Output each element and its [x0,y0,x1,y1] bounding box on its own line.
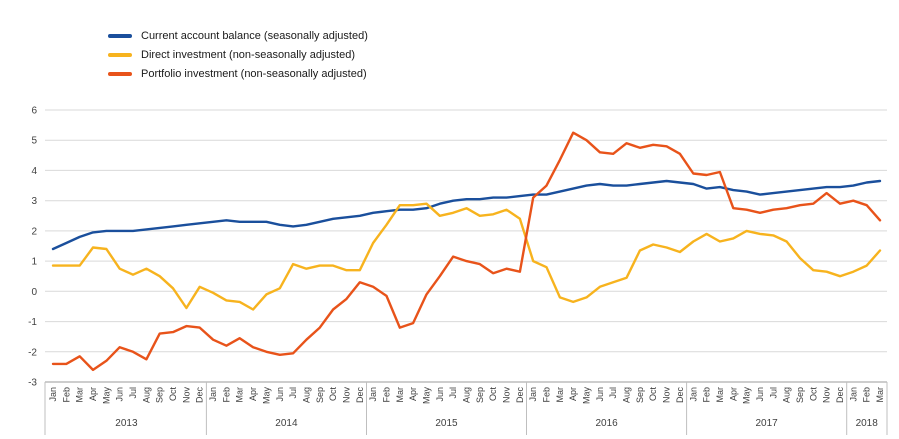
x-tick-label: Jun [115,387,125,402]
x-tick-label: Feb [702,387,712,403]
y-tick-label: -2 [28,347,37,358]
legend-item: Portfolio investment (non-seasonally adj… [108,68,368,80]
legend-item: Direct investment (non-seasonally adjust… [108,49,368,61]
x-tick-label: Jul [768,387,778,399]
series-line [51,179,882,251]
x-tick-label: Sep [475,387,485,403]
x-tick-label: Jul [288,387,298,399]
y-tick-label: 0 [31,287,37,298]
x-tick-label: Jan [688,387,698,402]
legend-label: Direct investment (non-seasonally adjust… [141,49,355,61]
chart-legend: Current account balance (seasonally adju… [108,30,368,87]
legend-swatch [108,53,132,57]
legend-swatch [108,34,132,38]
x-tick-label: Feb [382,387,392,403]
x-tick-label: Sep [315,387,325,403]
x-tick-label: Nov [342,387,352,404]
x-tick-label: Nov [181,387,191,404]
legend-label: Current account balance (seasonally adju… [141,30,368,42]
x-tick-label: Dec [675,387,685,404]
x-tick-label: Apr [728,387,738,401]
year-label: 2015 [435,418,458,429]
x-tick-label: Nov [662,387,672,404]
x-tick-label: Jul [128,387,138,399]
x-tick-label: May [582,387,592,405]
series-line [51,202,882,311]
x-tick-label: Jul [608,387,618,399]
x-tick-label: Jan [848,387,858,402]
year-label: 2017 [755,418,778,429]
x-tick-label: Apr [88,387,98,401]
x-tick-label: Oct [808,387,818,402]
x-tick-label: Feb [221,387,231,403]
year-label: 2014 [275,418,298,429]
x-tick-label: Apr [408,387,418,401]
y-tick-label: 1 [31,257,37,268]
x-tick-label: Feb [862,387,872,403]
x-tick-label: Dec [515,387,525,404]
x-tick-label: Jun [275,387,285,402]
y-tick-label: -3 [28,378,37,389]
x-tick-label: Aug [622,387,632,403]
x-tick-label: Oct [648,387,658,402]
x-tick-label: Jun [435,387,445,402]
y-tick-label: 3 [31,196,37,207]
year-label: 2018 [856,418,879,429]
x-tick-label: Feb [61,387,71,403]
x-tick-label: Jul [448,387,458,399]
x-tick-label: Mar [715,387,725,403]
y-tick-label: 2 [31,226,37,237]
x-tick-label: May [261,387,271,405]
x-tick-label: May [101,387,111,405]
x-tick-label: Apr [568,387,578,401]
x-tick-label: Aug [141,387,151,403]
x-tick-label: Feb [542,387,552,403]
x-tick-label: Aug [462,387,472,403]
x-tick-label: Nov [822,387,832,404]
x-tick-label: Jun [755,387,765,402]
x-tick-label: Mar [875,387,885,403]
y-tick-label: -1 [28,317,37,328]
x-tick-label: Aug [782,387,792,403]
legend-swatch [108,72,132,76]
x-tick-label: Mar [75,387,85,403]
x-tick-label: Mar [235,387,245,403]
y-tick-label: 6 [31,106,37,117]
x-tick-label: Jun [595,387,605,402]
x-tick-label: Jan [528,387,538,402]
x-tick-label: Dec [195,387,205,404]
x-tick-label: Jan [48,387,58,402]
x-tick-label: Sep [155,387,165,403]
legend-item: Current account balance (seasonally adju… [108,30,368,42]
x-tick-label: May [422,387,432,405]
year-label: 2016 [595,418,618,429]
x-tick-label: Oct [488,387,498,402]
x-tick-label: May [742,387,752,405]
x-tick-label: Apr [248,387,258,401]
y-tick-label: 4 [31,166,37,177]
x-tick-label: Oct [328,387,338,402]
x-tick-label: Sep [795,387,805,403]
x-tick-label: Dec [355,387,365,404]
x-tick-label: Dec [835,387,845,404]
y-tick-label: 5 [31,136,37,147]
x-tick-label: Aug [301,387,311,403]
x-tick-label: Nov [502,387,512,404]
x-tick-label: Mar [395,387,405,403]
series-line [51,131,882,372]
x-tick-label: Mar [555,387,565,403]
year-label: 2013 [115,418,138,429]
x-tick-label: Jan [368,387,378,402]
x-tick-label: Oct [168,387,178,402]
legend-label: Portfolio investment (non-seasonally adj… [141,68,367,80]
x-tick-label: Jan [208,387,218,402]
x-tick-label: Sep [635,387,645,403]
